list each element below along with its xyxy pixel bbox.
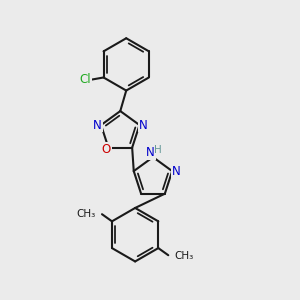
Text: CH₃: CH₃ xyxy=(77,208,96,219)
Text: N: N xyxy=(146,146,155,159)
Text: N: N xyxy=(139,118,147,131)
Text: Cl: Cl xyxy=(79,74,91,86)
Text: CH₃: CH₃ xyxy=(174,251,194,261)
Text: O: O xyxy=(101,142,111,156)
Text: N: N xyxy=(93,118,102,131)
Text: N: N xyxy=(172,165,181,178)
Text: H: H xyxy=(154,145,162,155)
